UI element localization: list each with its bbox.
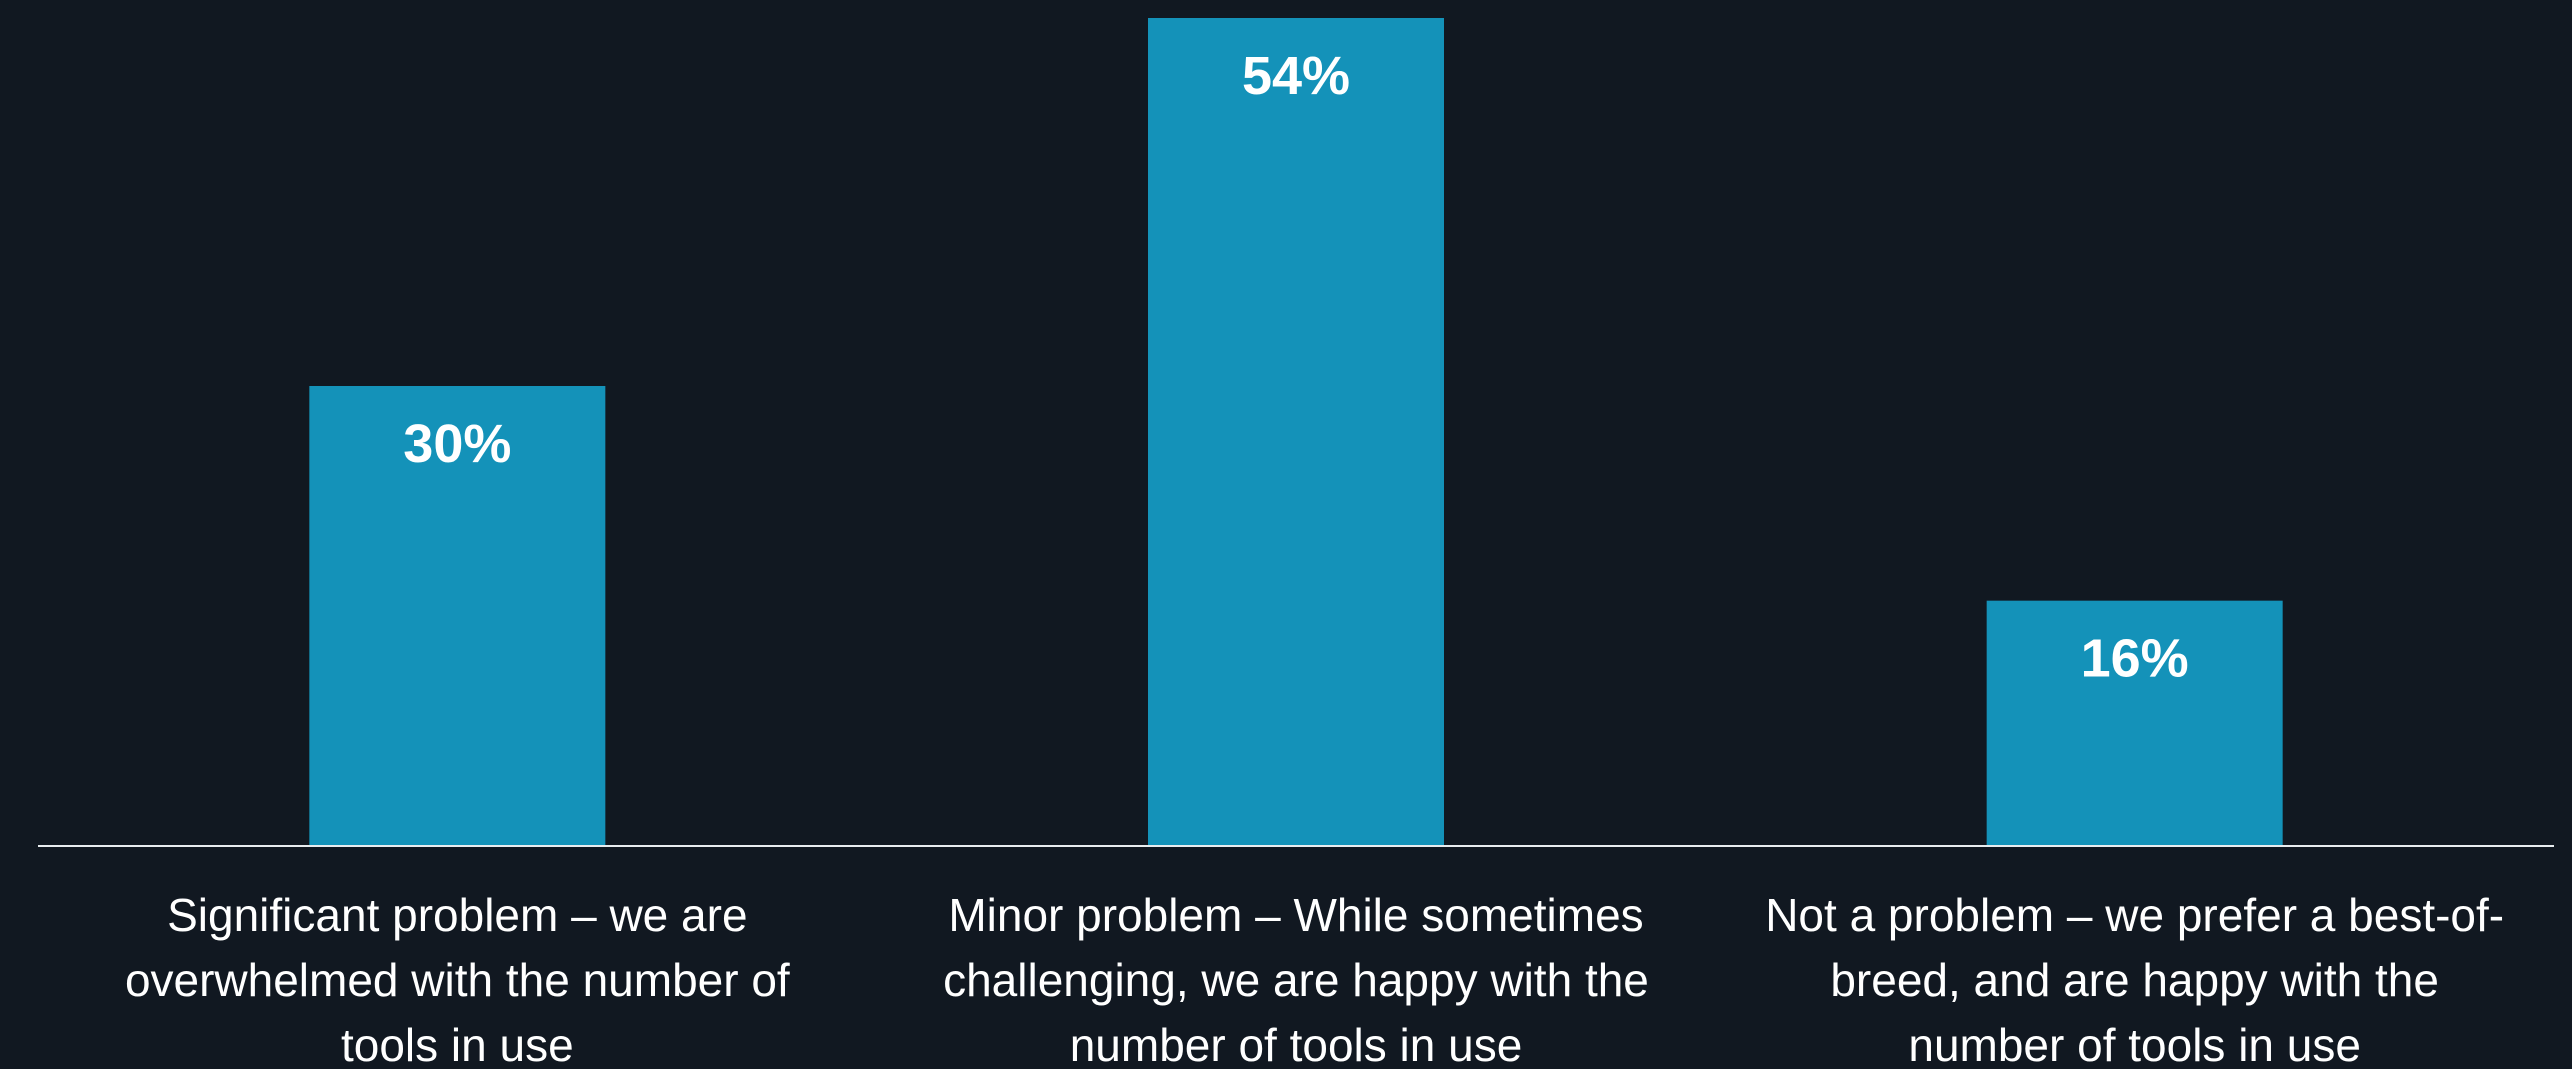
category-label-3: Not a problem – we prefer a best-of-bree…: [1765, 889, 2504, 1069]
category-label-2-line-1: Minor problem – While sometimes: [948, 889, 1643, 941]
category-label-2: Minor problem – While sometimes challengi…: [943, 889, 1649, 1069]
data-labels-group: 30% 54% 16%: [403, 46, 2188, 689]
category-label-3-line-3: number of tools in use: [1908, 1019, 2361, 1069]
category-label-1-line-1: Significant problem – we are: [167, 889, 747, 941]
data-label-2: 54%: [1242, 46, 1350, 106]
bar-1: [309, 386, 606, 846]
bars-group: [309, 18, 2283, 846]
category-label-2-line-3: number of tools in use: [1070, 1019, 1523, 1069]
data-label-3: 16%: [2081, 629, 2189, 689]
category-label-1-line-3: tools in use: [341, 1019, 574, 1069]
category-label-3-line-2: breed, and are happy with the: [1830, 954, 2439, 1006]
bar-2: [1148, 18, 1444, 846]
category-label-2-line-2: challenging, we are happy with the: [943, 954, 1649, 1006]
category-label-1: Significant problem – we are overwhelmed …: [125, 889, 790, 1069]
category-label-1-line-2: overwhelmed with the number of: [125, 954, 790, 1006]
category-labels-group: Significant problem – we are overwhelmed …: [125, 889, 2504, 1069]
category-label-3-line-1: Not a problem – we prefer a best-of-: [1765, 889, 2504, 941]
data-label-1: 30%: [403, 414, 511, 474]
bar-3: [1986, 600, 2283, 846]
